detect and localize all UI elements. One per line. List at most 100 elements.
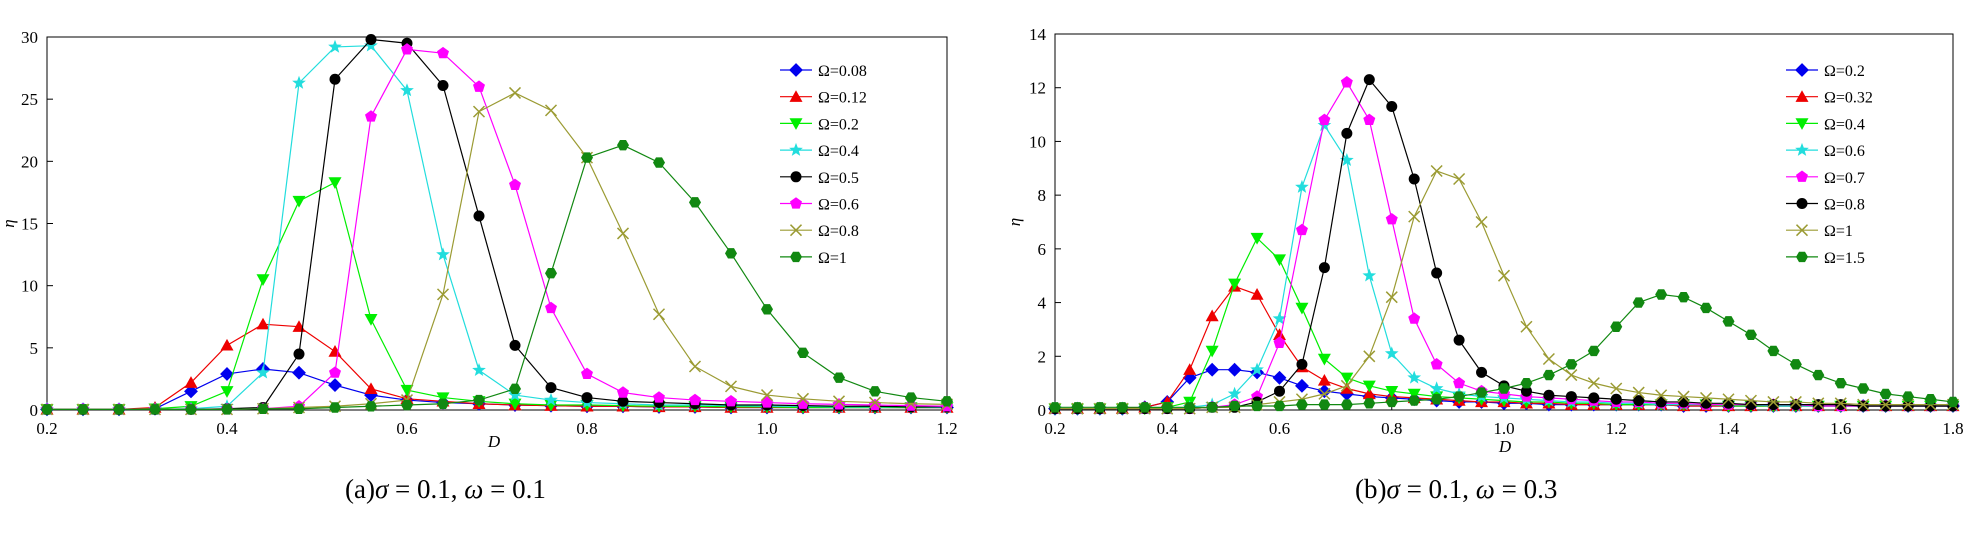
legend-label: Ω=0.6 xyxy=(818,197,859,214)
data-point xyxy=(256,317,270,330)
data-point xyxy=(1678,396,1690,408)
data-point xyxy=(1340,153,1354,167)
data-point xyxy=(1363,74,1375,86)
data-point xyxy=(1453,376,1466,389)
data-point xyxy=(1250,362,1264,376)
data-point xyxy=(1161,402,1174,413)
caption-part: ω xyxy=(1476,474,1495,504)
data-point xyxy=(1049,402,1061,413)
data-point xyxy=(725,248,737,259)
data-point xyxy=(1340,399,1353,410)
data-point xyxy=(941,396,953,407)
data-point xyxy=(1340,372,1354,385)
data-point xyxy=(1205,362,1220,377)
data-point xyxy=(1520,377,1533,389)
data-point xyxy=(1272,311,1287,325)
data-point xyxy=(1880,400,1892,412)
data-point xyxy=(1408,312,1421,324)
data-point xyxy=(1138,402,1151,413)
data-point xyxy=(1431,267,1443,279)
series-line xyxy=(47,181,947,410)
data-point xyxy=(1385,213,1398,225)
data-point xyxy=(1789,359,1802,370)
data-point xyxy=(329,73,341,85)
legend-label: Ω=1.5 xyxy=(1824,250,1865,267)
data-point xyxy=(1273,254,1286,267)
data-point xyxy=(868,396,882,409)
data-point xyxy=(689,393,701,406)
data-point xyxy=(1723,397,1734,409)
data-point xyxy=(761,396,773,408)
legend-label: Ω=0.6 xyxy=(1824,143,1865,160)
series-a-5 xyxy=(41,43,953,415)
data-point xyxy=(1227,362,1242,377)
data-point xyxy=(1384,346,1399,360)
y-tick-label: 14 xyxy=(1029,25,1047,44)
data-point xyxy=(1340,379,1353,392)
data-point xyxy=(1273,400,1286,412)
data-point xyxy=(256,365,270,379)
data-point xyxy=(1385,386,1399,398)
legend-marker xyxy=(789,224,803,237)
data-point xyxy=(905,392,917,403)
data-point xyxy=(1341,127,1353,139)
data-point xyxy=(293,348,305,360)
data-point xyxy=(400,83,414,97)
data-point xyxy=(1407,370,1422,384)
data-point xyxy=(1812,369,1825,381)
x-tick-label: 1.8 xyxy=(1942,419,1963,438)
data-point xyxy=(1430,394,1443,405)
data-point xyxy=(1453,172,1466,186)
data-point xyxy=(292,75,306,89)
data-point xyxy=(77,404,89,415)
legend-label: Ω=0.4 xyxy=(818,143,859,160)
data-point xyxy=(1296,358,1308,370)
series-line xyxy=(47,144,948,410)
data-point xyxy=(1071,402,1084,413)
data-point xyxy=(1362,387,1376,400)
data-point xyxy=(1498,383,1510,394)
data-point xyxy=(1408,210,1421,223)
legend-label: Ω=0.32 xyxy=(1824,90,1873,107)
data-point xyxy=(1183,402,1196,413)
data-point xyxy=(292,195,306,208)
data-point xyxy=(364,38,378,52)
y-axis-label: η xyxy=(0,219,18,227)
data-point xyxy=(1744,329,1757,340)
data-point xyxy=(1565,369,1578,382)
data-point xyxy=(544,104,558,117)
caption-part: σ xyxy=(375,474,390,504)
legend-label: Ω=0.12 xyxy=(818,90,867,107)
data-point xyxy=(1317,373,1331,386)
data-point xyxy=(329,366,341,378)
data-point xyxy=(1722,316,1735,327)
data-point xyxy=(1251,400,1264,412)
data-point xyxy=(1745,399,1757,411)
y-tick-label: 25 xyxy=(21,90,38,109)
caption-part: = 0.3 xyxy=(1495,474,1557,504)
data-point xyxy=(1408,173,1420,185)
data-point xyxy=(1273,336,1286,348)
data-point xyxy=(1250,232,1264,245)
x-tick-label: 1.6 xyxy=(1830,419,1851,438)
x-tick-label: 0.8 xyxy=(1381,419,1402,438)
data-point xyxy=(1655,396,1667,408)
data-point xyxy=(1924,394,1937,405)
data-point xyxy=(256,274,270,286)
caption-part: = 0.1 xyxy=(483,474,545,504)
y-tick-label: 30 xyxy=(21,28,38,47)
y-tick-label: 10 xyxy=(21,277,38,296)
y-tick-label: 2 xyxy=(1038,347,1047,366)
x-tick-label: 1.2 xyxy=(936,419,957,438)
data-point xyxy=(365,110,377,122)
legend-marker xyxy=(789,142,803,156)
data-point xyxy=(113,404,125,415)
legend-marker xyxy=(1796,170,1808,182)
data-point xyxy=(1407,388,1421,401)
plot-frame-a xyxy=(46,36,948,411)
data-point xyxy=(221,404,233,415)
data-point xyxy=(1429,381,1444,395)
data-point xyxy=(1565,359,1578,370)
data-point xyxy=(1453,391,1466,402)
data-point xyxy=(1295,378,1309,393)
